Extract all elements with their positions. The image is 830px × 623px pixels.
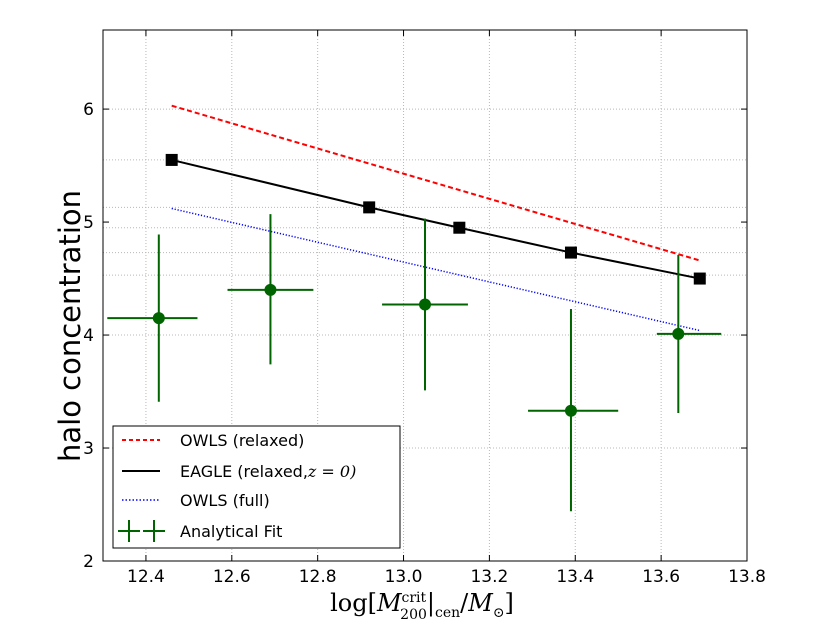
- data-point: [564, 404, 577, 417]
- series-line: [171, 158, 700, 280]
- data-point: [453, 221, 466, 234]
- series-eagle-relaxed-z-0: [165, 153, 706, 285]
- y-tick-label: 4: [83, 326, 94, 346]
- data-point: [564, 246, 577, 259]
- x-label-sun: ⊙: [493, 605, 505, 621]
- x-label-msun: M: [467, 589, 494, 617]
- plot-frame: [102, 29, 748, 562]
- data-point: [419, 298, 431, 311]
- data-point: [165, 153, 178, 166]
- x-tick-label: 12.8: [299, 567, 337, 587]
- x-tick-label: 13.2: [470, 567, 508, 587]
- legend-eagle-label-main: EAGLE (relaxed,: [180, 462, 308, 481]
- tick-layer: 12.4 12.6 12.8 13.0 13.2 13.4 13.6 13.8 2 3 4 5 6: [83, 30, 766, 587]
- legend-analytical-swatch: [118, 520, 165, 542]
- x-label-close: ]: [505, 589, 514, 617]
- data-point: [672, 327, 685, 340]
- x-label-m: M: [376, 589, 403, 617]
- x-label-sub: 200: [400, 607, 427, 623]
- legend-eagle-label: EAGLE (relaxed,z = 0): [180, 462, 356, 481]
- y-tick-label: 2: [83, 552, 94, 572]
- legend-owls-full-label: OWLS (full): [180, 491, 270, 510]
- series-line: [171, 104, 701, 262]
- x-label-bar: |: [427, 589, 435, 618]
- legend-owls-relaxed-label: OWLS (relaxed): [180, 431, 304, 450]
- legend: OWLS (relaxed) EAGLE (relaxed,z = 0) OWL…: [112, 425, 401, 549]
- legend-eagle-label-z: z = 0): [307, 462, 356, 481]
- series-line: [171, 207, 700, 332]
- series-layer: [107, 104, 722, 512]
- x-label-slash: /: [460, 589, 469, 617]
- x-tick-label: 12.6: [213, 567, 251, 587]
- data-point: [264, 283, 277, 296]
- x-label-cen: cen: [435, 605, 460, 621]
- series-owls-relaxed: [171, 104, 701, 262]
- x-axis-label: log[Mcrit 200|cen/M⊙]: [330, 589, 514, 623]
- x-tick-label: 12.4: [127, 567, 165, 587]
- data-point: [693, 272, 706, 285]
- data-point: [363, 201, 376, 214]
- x-tick-label: 13.4: [556, 567, 594, 587]
- series-analytical-fit: [107, 214, 722, 512]
- legend-box: [112, 425, 401, 549]
- x-tick-label: 13.8: [728, 567, 766, 587]
- y-axis-label: halo concentration: [53, 190, 87, 462]
- x-tick-label: 13.0: [385, 567, 423, 587]
- x-tick-label: 13.6: [642, 567, 680, 587]
- y-tick-label: 3: [83, 439, 94, 459]
- legend-analytical-label: Analytical Fit: [180, 522, 282, 541]
- x-label-log: log[: [330, 589, 377, 617]
- y-tick-label: 5: [83, 213, 94, 233]
- data-point: [152, 312, 165, 325]
- y-tick-label: 6: [83, 100, 94, 120]
- x-label-sup: crit: [402, 590, 427, 606]
- series-owls-full: [171, 207, 700, 332]
